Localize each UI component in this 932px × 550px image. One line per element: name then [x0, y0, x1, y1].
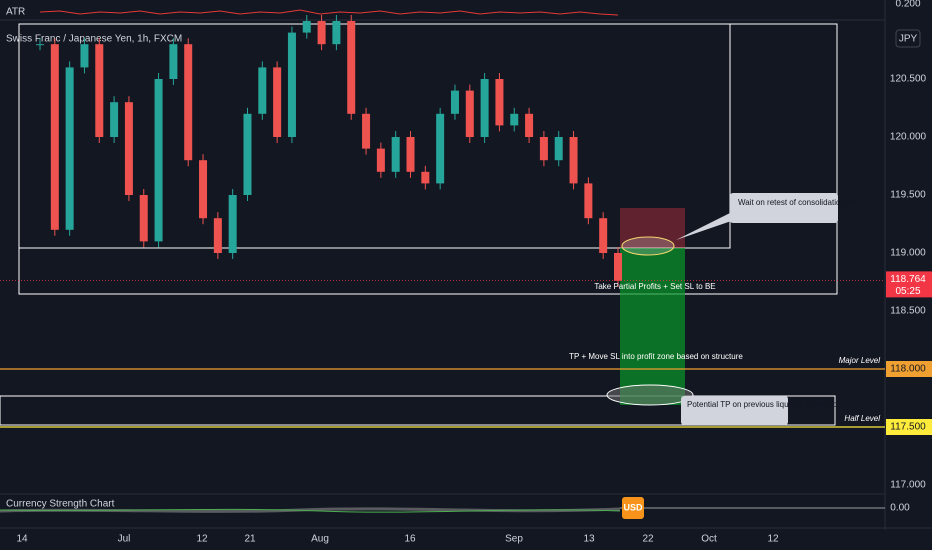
candle	[406, 137, 415, 172]
currency-box[interactable]	[895, 29, 921, 48]
candle	[480, 79, 489, 137]
candle	[376, 148, 385, 172]
range-box	[18, 23, 838, 295]
time-tick-label: 12	[196, 534, 208, 545]
time-tick-label: 22	[642, 534, 654, 545]
candle	[421, 171, 430, 184]
currency-label[interactable]: JPY	[899, 34, 918, 45]
price-tick-label: 119.500	[890, 190, 926, 201]
price-tick-label: 120.000	[890, 132, 927, 143]
candle	[65, 67, 74, 230]
usd-badge-label: USD	[623, 502, 643, 512]
callout-text: Potential TP on previous liquidity imbal…	[687, 400, 842, 409]
time-tick-label: Oct	[701, 534, 717, 545]
callout-pointer	[676, 208, 740, 240]
time-tick-label: 16	[404, 534, 416, 545]
candle	[614, 253, 622, 281]
candle	[599, 218, 608, 253]
level-name: Half Level	[844, 414, 880, 423]
candle	[95, 44, 104, 138]
time-tick-label: 13	[583, 534, 595, 545]
candle	[243, 113, 252, 195]
strength-lines	[0, 508, 621, 513]
candle	[391, 137, 400, 172]
candle	[347, 21, 356, 114]
candle	[50, 44, 59, 230]
level-name: Major Level	[839, 356, 881, 365]
candle	[317, 21, 326, 45]
atr-line	[39, 9, 619, 16]
candle	[450, 90, 459, 114]
candle	[199, 160, 208, 219]
stop-zone	[620, 208, 685, 248]
time-tick-label: Jul	[118, 534, 131, 545]
candle	[554, 137, 563, 161]
tp-ellipse	[606, 384, 694, 406]
level-box	[886, 419, 932, 435]
usd-badge	[622, 497, 644, 519]
callout-text: Wait on retest of consolidation box	[738, 198, 860, 207]
imbalance-box	[0, 395, 836, 426]
candle	[36, 44, 44, 46]
symbol-title: Swiss Franc / Japanese Yen, 1h, FXCM	[6, 34, 182, 45]
atr-axis-label: 0.200	[895, 0, 920, 10]
candle	[228, 195, 237, 253]
candle	[110, 102, 119, 137]
candle	[213, 218, 222, 253]
candle	[184, 44, 193, 161]
candle	[287, 32, 296, 137]
candle	[139, 195, 148, 242]
atr-label: ATR	[6, 7, 25, 18]
current-price-box	[886, 271, 932, 298]
level-label: 117.500	[890, 422, 926, 433]
time-tick-label: 12	[767, 534, 779, 545]
candle	[124, 102, 133, 195]
price-tick-label: 118.500	[890, 306, 926, 317]
candle	[80, 44, 89, 68]
candle	[525, 113, 534, 137]
retest-ellipse	[621, 236, 675, 256]
level-box	[886, 361, 932, 377]
candle	[569, 137, 578, 184]
candle	[302, 21, 311, 33]
time-tick-label: 21	[244, 534, 256, 545]
callout-box	[681, 396, 788, 425]
indicator-axis-label: 0.00	[890, 503, 910, 514]
indicator-label: Currency Strength Chart	[6, 499, 115, 510]
candle	[332, 21, 341, 45]
current-price-label: 118.764	[890, 274, 926, 285]
candle	[510, 113, 519, 126]
target-zone	[620, 248, 685, 405]
consolidation-box	[19, 24, 731, 249]
time-tick-label: 14	[16, 534, 28, 545]
candle	[539, 137, 548, 161]
candle	[258, 67, 267, 114]
level-label: 118.000	[890, 364, 926, 375]
candle	[362, 113, 371, 149]
time-tick-label: Aug	[311, 534, 329, 545]
candle	[436, 113, 445, 184]
candle	[154, 79, 163, 242]
candle	[465, 90, 474, 137]
price-tick-label: 120.500	[890, 74, 927, 85]
price-tick-label: 117.000	[890, 480, 926, 491]
candle	[584, 183, 593, 219]
price-tick-label: 119.000	[890, 248, 926, 259]
candle	[273, 67, 282, 137]
partial-note: Take Partial Profits + Set SL to BE	[594, 282, 715, 291]
tp-note: TP + Move SL into profit zone based on s…	[569, 352, 743, 361]
time-tick-label: Sep	[505, 534, 523, 545]
candle	[495, 79, 504, 126]
candle	[169, 44, 178, 79]
callout-box	[730, 193, 838, 223]
countdown-label: 05:25	[895, 286, 920, 297]
